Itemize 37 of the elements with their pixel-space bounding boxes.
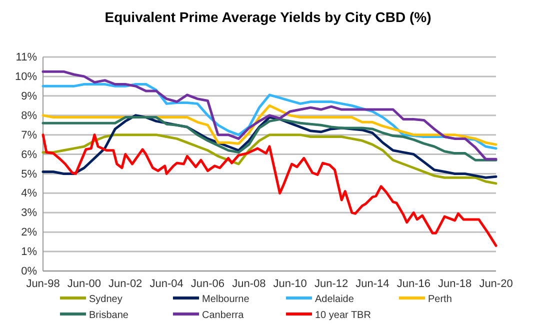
- x-tick-label: Jun-08: [232, 278, 266, 290]
- line-series: [42, 104, 498, 146]
- y-tick-label: 7%: [21, 129, 38, 142]
- x-tick-label: Jun-14: [356, 278, 390, 290]
- legend-label: Brisbane: [89, 310, 129, 321]
- y-tick-label: 2%: [21, 226, 38, 239]
- line-series: [42, 116, 498, 162]
- legend-label: Adelaide: [315, 294, 354, 305]
- line-series: [42, 134, 498, 247]
- chart-title: Equivalent Prime Average Yields by City CBD (%): [104, 9, 432, 25]
- x-tick-label: Jun-00: [67, 278, 102, 290]
- x-tick-label: Jun-20: [479, 278, 513, 290]
- legend-label: 10 year TBR: [315, 310, 371, 321]
- legend-label: Canberra: [202, 310, 244, 321]
- y-tick-label: 4%: [21, 188, 38, 200]
- legend-label: Perth: [428, 294, 452, 305]
- y-tick-label: 9%: [21, 90, 38, 102]
- line-series: [42, 134, 498, 185]
- x-tick-label: Jun-12: [314, 278, 348, 290]
- x-tick-label: Jun-04: [150, 278, 184, 290]
- x-tick-label: Jun-18: [438, 278, 472, 290]
- line-series: [42, 70, 498, 160]
- y-tick-label: 11%: [16, 52, 38, 64]
- y-tick-label: 5%: [21, 168, 38, 180]
- x-tick-label: Jun-10: [273, 278, 307, 290]
- y-tick-label: 1%: [21, 246, 38, 258]
- legend-label: Melbourne: [202, 294, 250, 305]
- legend-label: Sydney: [89, 294, 122, 305]
- x-tick-label: Jun-06: [190, 278, 225, 290]
- x-tick-label: Jun-16: [396, 278, 430, 290]
- y-tick-label: 6%: [21, 148, 38, 161]
- y-tick-label: 8%: [21, 110, 38, 122]
- y-tick-label: 0%: [21, 266, 38, 278]
- x-tick-label: Jun-98: [26, 278, 60, 290]
- x-tick-label: Jun-02: [108, 278, 142, 290]
- y-tick-label: 3%: [21, 207, 38, 220]
- y-tick-label: 10%: [14, 70, 38, 83]
